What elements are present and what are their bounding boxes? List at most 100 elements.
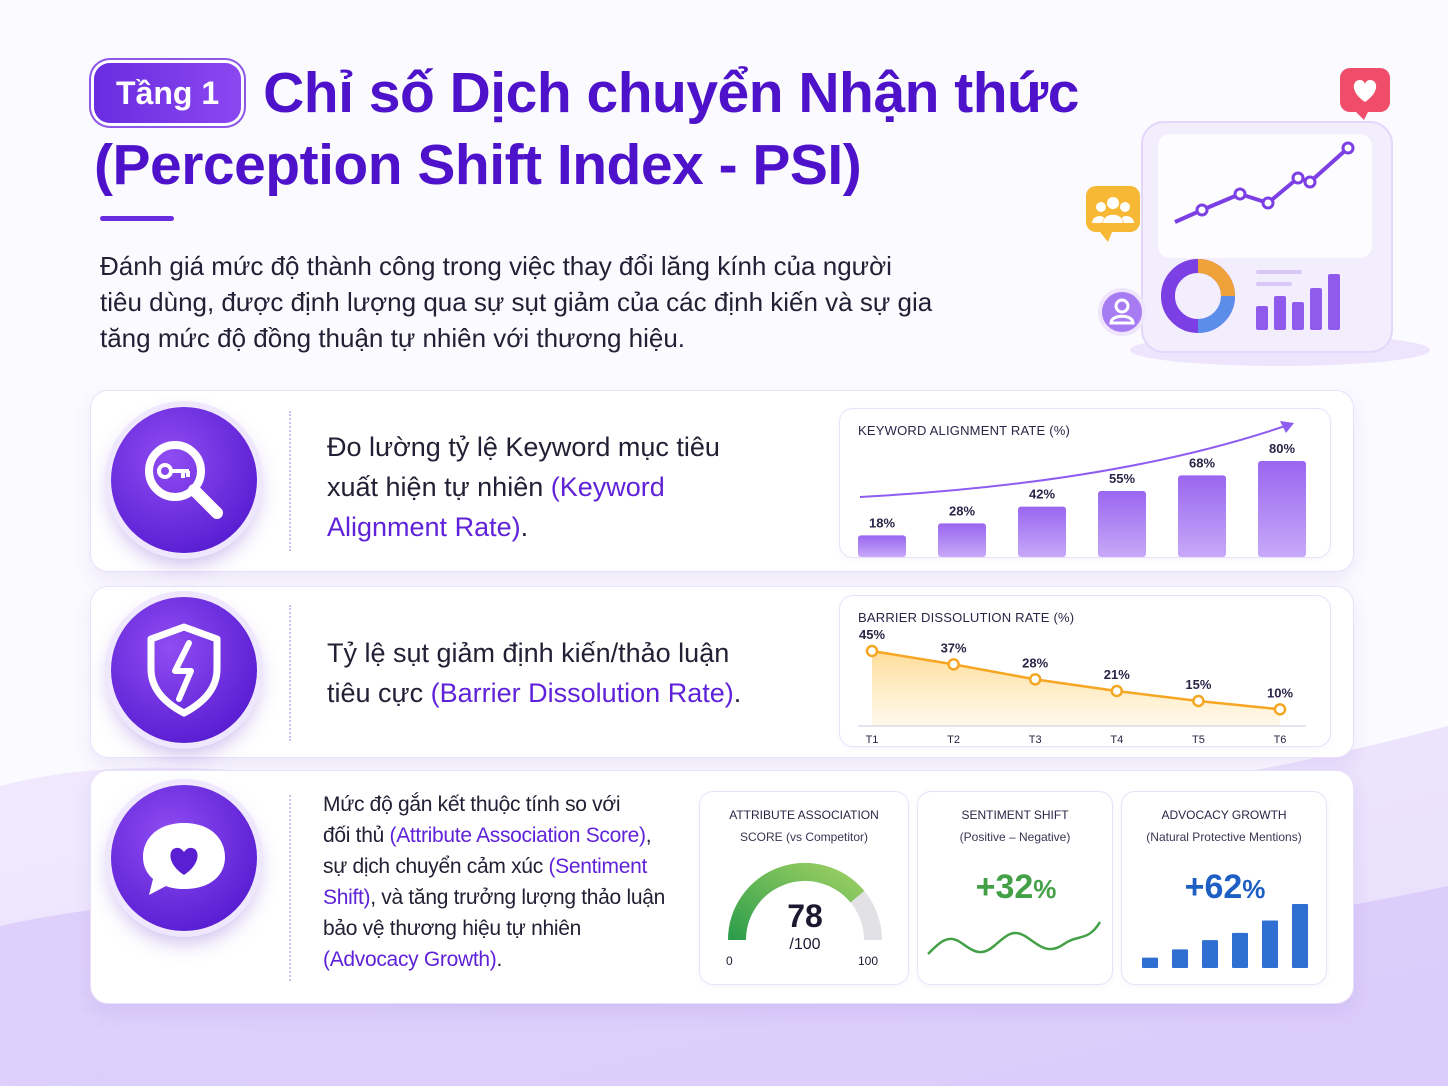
attribute-gauge [728,863,882,941]
metric-name: Shift) [323,886,371,909]
advocacy-panel: ADVOCACY GROWTH (Natural Protective Ment… [1121,791,1327,985]
gauge-value: 78 [787,898,823,934]
headline-value: +62 [1184,868,1243,906]
bar [1098,491,1146,557]
gauge-max-label: /100 [789,936,821,953]
keyword-search-icon [111,407,257,553]
divider [289,795,291,981]
trend-arrow-line [859,424,1289,498]
intro-line: Đánh giá mức độ thành công trong việc th… [100,251,892,281]
card-text-line: bảo vệ thương hiệu tự nhiên [323,917,581,940]
trend-arrow-head [1280,421,1294,433]
keyword-bar-chart: 18% 28% 42% 55% 68% 80% [858,421,1306,557]
data-point [1192,694,1205,708]
metric-name: Alignment Rate) [327,512,521,542]
heart-chat-icon [111,785,257,931]
card-text-line: tiêu cực (Barrier Dissolution Rate). [327,673,741,713]
sentiment-headline: +32% [918,868,1114,907]
card-description: Đo lường tỷ lệ Keyword mục tiêu xuất hiệ… [327,427,720,547]
gauge-fill [728,863,865,941]
association-card: Mức độ gắn kết thuộc tính so với đối thủ… [90,770,1354,1004]
x-tick-label: T5 [1192,734,1205,746]
bar-value-label: 80% [1269,441,1295,456]
bar-value-label: 55% [1109,471,1135,486]
chart-title: SENTIMENT SHIFT [961,808,1069,822]
text-segment: xuất hiện tự nhiên [327,472,551,502]
text-segment: tiêu cực [327,678,431,708]
bar-value-label: 68% [1189,455,1215,470]
chart-title: BARRIER DISSOLUTION RATE (%) [858,610,1075,625]
users-icon [1086,186,1140,242]
point-value-label: 15% [1185,677,1211,692]
card-text-line: Alignment Rate). [327,507,720,547]
series-line [871,649,1281,711]
text-segment: . [496,948,502,971]
x-tick-label: T2 [947,734,960,746]
metric-name: (Sentiment [548,855,647,878]
card-text-line: (Advocacy Growth). [323,944,665,975]
point-value-label: 37% [941,640,967,655]
card-description: Tỷ lệ sụt giảm định kiến/thảo luận tiêu … [327,633,741,713]
chart-title: ATTRIBUTE ASSOCIATION [729,808,879,822]
text-segment: . [520,512,529,542]
analytics-dashboard-icon [1086,68,1430,366]
headline-value: +32 [975,868,1034,906]
bar [1262,920,1278,968]
barrier-area-chart: 45% T1 37% T2 28% T3 21% T4 15% T5 10% T6 [858,627,1306,746]
tier-badge: Tầng 1 [94,63,242,123]
keyword-alignment-card: Đo lường tỷ lệ Keyword mục tiêu xuất hiệ… [90,390,1354,572]
bar [1178,475,1226,557]
page-title: Chỉ số Dịch chuyển Nhận thức [263,61,1079,125]
text-segment: , [645,824,652,847]
point-value-label: 28% [1022,655,1048,670]
x-tick-label: T3 [1029,734,1042,746]
point-value-label: 45% [859,627,885,642]
area-fill [872,651,1280,726]
bar [1232,932,1248,968]
chart-subtitle: (Natural Protective Mentions) [1146,830,1302,844]
text-segment: đối thủ [323,824,390,847]
card-text-line: Tỷ lệ sụt giảm định kiến/thảo luận [327,638,730,668]
bar [1258,461,1306,557]
page-subtitle: (Perception Shift Index - PSI) [94,133,862,197]
gauge-max-tick: 100 [858,954,879,968]
data-point [947,658,960,671]
metric-name: (Keyword [550,472,665,502]
x-tick-label: T4 [1110,734,1123,746]
text-segment: sự dịch chuyển cảm xúc [323,855,549,878]
text-segment: . [733,678,742,708]
x-tick-label: T1 [866,734,879,746]
x-tick-label: T6 [1274,734,1287,746]
page-header: Tầng 1 Chỉ số Dịch chuyển Nhận thức (Per… [94,58,1154,198]
gauge-min-tick: 0 [726,954,733,968]
card-text-line: Đo lường tỷ lệ Keyword mục tiêu [327,432,720,462]
barrier-chart-panel: BARRIER DISSOLUTION RATE (%) 45% T1 37% T2 2… [839,595,1331,747]
chart-subtitle: SCORE (vs Competitor) [739,830,869,844]
data-point [865,644,879,658]
metric-name: (Barrier Dissolution Rate) [430,678,734,708]
bar [858,535,906,557]
bar-value-label: 28% [949,503,975,518]
data-point [1028,673,1042,686]
divider [289,605,291,741]
sentiment-wave-line [927,921,1102,955]
advocacy-headline: +62% [1122,868,1328,907]
user-icon [1098,288,1146,336]
chart-title: KEYWORD ALIGNMENT RATE (%) [858,423,1071,438]
intro-paragraph: Đánh giá mức độ thành công trong việc th… [100,248,1000,356]
broken-shield-icon [111,597,257,743]
intro-line: tăng mức độ đồng thuận tự nhiên với thươ… [100,323,686,353]
chart-subtitle: (Positive – Negative) [959,830,1071,844]
card-text-line: sự dịch chuyển cảm xúc (Sentiment [323,851,665,882]
metric-name: (Attribute Association Score) [389,824,647,847]
headline-unit: % [1242,874,1266,904]
data-point [1273,703,1287,716]
bar [1292,904,1308,968]
text-segment: , và tăng trưởng lượng thảo luận [370,886,665,909]
point-value-label: 10% [1267,685,1293,700]
bar [1018,506,1066,557]
card-text-line: Mức độ gắn kết thuộc tính so với [323,793,621,816]
title-accent-bar [100,216,174,221]
heart-icon [1340,68,1390,120]
card-text-line: xuất hiện tự nhiên (Keyword [327,467,720,507]
